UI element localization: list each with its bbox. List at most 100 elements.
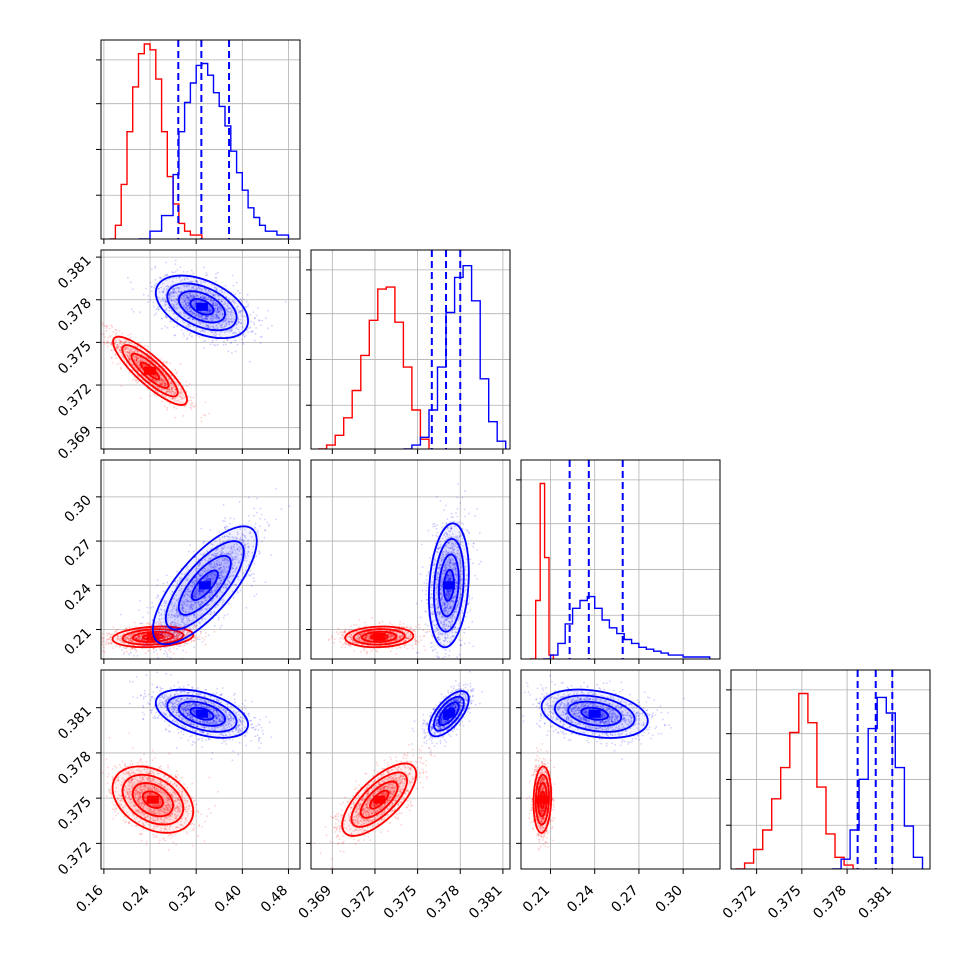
- scatter-point-red: [169, 382, 172, 384]
- scatter-point-red: [177, 399, 180, 402]
- scatter-point-blue: [136, 655, 139, 657]
- scatter-point-blue: [196, 289, 199, 291]
- scatter-point-red: [101, 632, 104, 635]
- scatter-point-blue: [200, 315, 202, 317]
- scatter-point-red: [151, 378, 154, 380]
- scatter-point-blue: [164, 261, 167, 264]
- scatter-point-red: [172, 386, 175, 389]
- scatter-point-blue: [239, 318, 242, 321]
- scatter-point-red: [160, 383, 162, 386]
- scatter-point-blue: [222, 616, 225, 619]
- scatter-point-blue: [172, 277, 175, 279]
- scatter-point-red: [204, 632, 207, 634]
- scatter-point-blue: [198, 314, 201, 317]
- scatter-point-blue: [187, 302, 190, 305]
- scatter-point-blue: [199, 296, 202, 299]
- scatter-point-blue: [210, 297, 213, 300]
- scatter-point-red: [103, 325, 106, 327]
- scatter-point-red: [109, 336, 112, 338]
- scatter-point-blue: [225, 324, 228, 326]
- scatter-point-red: [128, 358, 131, 361]
- scatter-point-red: [160, 379, 163, 382]
- scatter-point-blue: [165, 301, 168, 303]
- scatter-point-blue: [210, 309, 213, 312]
- scatter-point-blue: [180, 291, 183, 294]
- scatter-point-blue: [175, 299, 178, 301]
- scatter-point-blue: [188, 292, 191, 295]
- scatter-point-blue: [239, 310, 242, 313]
- scatter-point-red: [127, 634, 130, 637]
- scatter-point-red: [180, 390, 183, 393]
- scatter-point-red: [134, 349, 137, 351]
- scatter-point-blue: [207, 298, 209, 301]
- scatter-point-red: [122, 356, 124, 359]
- scatter-point-blue: [173, 300, 176, 302]
- scatter-point-blue: [219, 331, 222, 334]
- scatter-point-red: [123, 350, 126, 353]
- scatter-point-red: [170, 388, 173, 391]
- scatter-point-red: [171, 387, 174, 389]
- scatter-point-red: [173, 398, 176, 400]
- scatter-point-blue: [178, 276, 181, 279]
- scatter-point-blue: [218, 298, 220, 301]
- scatter-point-red: [168, 636, 171, 638]
- scatter-point-blue: [152, 606, 155, 608]
- scatter-point-blue: [150, 290, 153, 293]
- scatter-point-red: [118, 345, 120, 347]
- scatter-point-blue: [224, 284, 227, 287]
- scatter-point-blue: [188, 299, 190, 301]
- scatter-point-blue: [242, 315, 245, 317]
- scatter-point-blue: [189, 295, 192, 297]
- scatter-point-blue: [173, 287, 175, 290]
- scatter-point-red: [160, 389, 163, 391]
- scatter-point-blue: [127, 276, 129, 279]
- scatter-point-red: [105, 632, 108, 635]
- scatter-point-blue: [166, 326, 169, 329]
- scatter-point-red: [179, 401, 181, 404]
- scatter-point-blue: [221, 327, 224, 329]
- scatter-point-red: [174, 637, 177, 640]
- scatter-point-red: [158, 372, 161, 374]
- scatter-point-blue: [183, 297, 186, 299]
- scatter-point-blue: [188, 296, 191, 299]
- scatter-point-blue: [220, 324, 223, 327]
- scatter-point-red: [165, 361, 168, 363]
- scatter-point-red: [155, 375, 158, 377]
- scatter-point-red: [111, 349, 113, 351]
- scatter-point-blue: [253, 323, 256, 326]
- scatter-point-blue: [175, 287, 178, 290]
- scatter-point-blue: [174, 305, 177, 308]
- scatter-point-blue: [212, 293, 215, 296]
- scatter-point-blue: [183, 278, 186, 281]
- scatter-point-red: [98, 634, 100, 636]
- scatter-point-blue: [165, 303, 168, 306]
- scatter-point-red: [130, 639, 133, 642]
- scatter-point-blue: [205, 298, 208, 301]
- scatter-point-red: [189, 406, 192, 409]
- scatter-point-red: [162, 382, 165, 385]
- scatter-point-blue: [168, 309, 171, 312]
- scatter-point-blue: [250, 330, 253, 333]
- scatter-point-red: [120, 385, 123, 387]
- scatter-point-red: [98, 638, 100, 640]
- scatter-point-red: [104, 336, 106, 338]
- scatter-point-blue: [189, 294, 192, 297]
- scatter-point-blue: [201, 329, 204, 332]
- scatter-point-blue: [183, 312, 186, 314]
- scatter-point-blue: [145, 287, 148, 290]
- scatter-point-blue: [218, 307, 221, 310]
- scatter-point-blue: [188, 299, 191, 302]
- scatter-point-blue: [169, 320, 172, 323]
- scatter-point-blue: [175, 297, 178, 300]
- scatter-point-blue: [227, 320, 230, 323]
- scatter-point-red: [119, 340, 121, 343]
- scatter-point-red: [179, 390, 181, 393]
- scatter-point-red: [157, 379, 160, 382]
- scatter-point-blue: [210, 331, 213, 334]
- scatter-point-blue: [216, 303, 218, 306]
- scatter-point-red: [169, 391, 171, 394]
- scatter-point-red: [146, 361, 149, 363]
- scatter-point-blue: [174, 317, 177, 320]
- scatter-point-red: [181, 396, 184, 399]
